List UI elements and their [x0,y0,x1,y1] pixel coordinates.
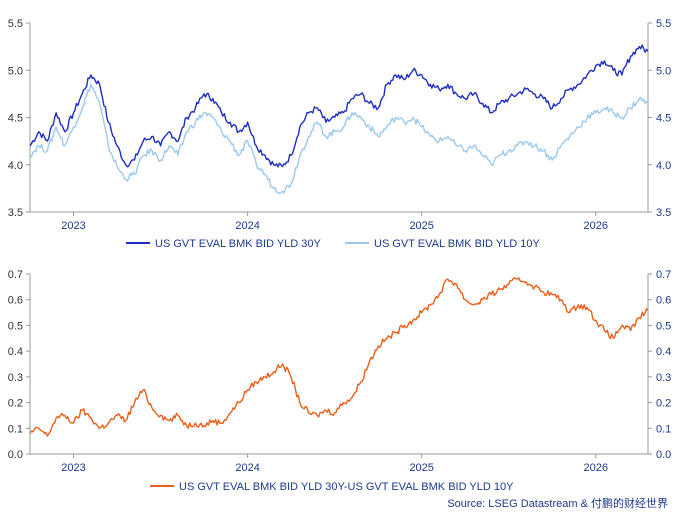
y-tick-label-left: 3.5 [8,207,23,219]
y-tick-label-right: 0.7 [656,269,671,281]
y-tick-label-left: 0.0 [8,449,23,461]
series-line-30y [29,44,649,168]
y-tick-label-right: 0.1 [656,423,671,435]
x-tick-label: 2023 [61,220,85,232]
y-tick-label-right: 0.4 [656,346,671,358]
legend-label-spread: US GVT EVAL BMK BID YLD 30Y-US GVT EVAL … [179,481,514,493]
y-tick-label-right: 5.5 [656,18,671,30]
source-note: Source: LSEG Datastream & 付鹏的财经世界 [447,496,668,510]
series-line-spread [29,277,649,437]
x-tick-label: 2026 [584,462,608,474]
x-tick-label: 2024 [235,462,259,474]
y-tick-label-right: 0.5 [656,320,671,332]
y-tick-label-left: 0.4 [8,346,23,358]
y-tick-label-right: 4.0 [656,160,671,172]
y-tick-label-left: 4.5 [8,113,23,125]
y-tick-label-right: 3.5 [656,207,671,219]
y-tick-label-left: 4.0 [8,160,23,172]
top-legend: US GVT EVAL BMK BID YLD 30Y US GVT EVAL … [126,238,541,250]
y-tick-label-right: 0.2 [656,398,671,410]
x-tick-label: 2026 [584,220,608,232]
y-tick-label-left: 0.6 [8,295,23,307]
bottom-legend: US GVT EVAL BMK BID YLD 30Y-US GVT EVAL … [150,481,514,493]
bottom-series [29,277,649,437]
y-tick-label-right: 0.6 [656,295,671,307]
bottom-panel: 0.0 0.0 0.1 0.1 0.2 0.2 0.3 0.3 0.4 0.4 0.5 0.5 0.6 0… [8,269,672,474]
legend-label-10y: US GVT EVAL BMK BID YLD 10Y [374,238,541,250]
bottom-ticks: 0.0 0.0 0.1 0.1 0.2 0.2 0.3 0.3 0.4 0.4 0.5 0.5 0.6 0… [8,269,672,474]
y-tick-label-right: 4.5 [656,113,671,125]
y-tick-label-left: 0.3 [8,372,23,384]
legend-label-30y: US GVT EVAL BMK BID YLD 30Y [155,238,322,250]
y-tick-label-left: 0.1 [8,423,23,435]
y-tick-label-left: 5.5 [8,18,23,30]
x-tick-label: 2025 [409,220,433,232]
x-tick-label: 2023 [61,462,85,474]
y-tick-label-left: 0.7 [8,269,23,281]
top-series [29,44,649,195]
y-tick-label-left: 0.5 [8,320,23,332]
y-tick-label-right: 5.0 [656,65,671,77]
top-panel: 3.5 3.5 4.0 4.0 4.5 4.5 5.0 5.0 5.5 5.5 2023 2024 20… [8,18,672,232]
y-tick-label-left: 5.0 [8,65,23,77]
series-line-10y [29,83,649,195]
top-ticks: 3.5 3.5 4.0 4.0 4.5 4.5 5.0 5.0 5.5 5.5 2023 2024 20… [8,18,672,232]
y-tick-label-left: 0.2 [8,398,23,410]
x-tick-label: 2024 [235,220,259,232]
y-tick-label-right: 0.3 [656,372,671,384]
y-tick-label-right: 0.0 [656,449,671,461]
x-tick-label: 2025 [409,462,433,474]
